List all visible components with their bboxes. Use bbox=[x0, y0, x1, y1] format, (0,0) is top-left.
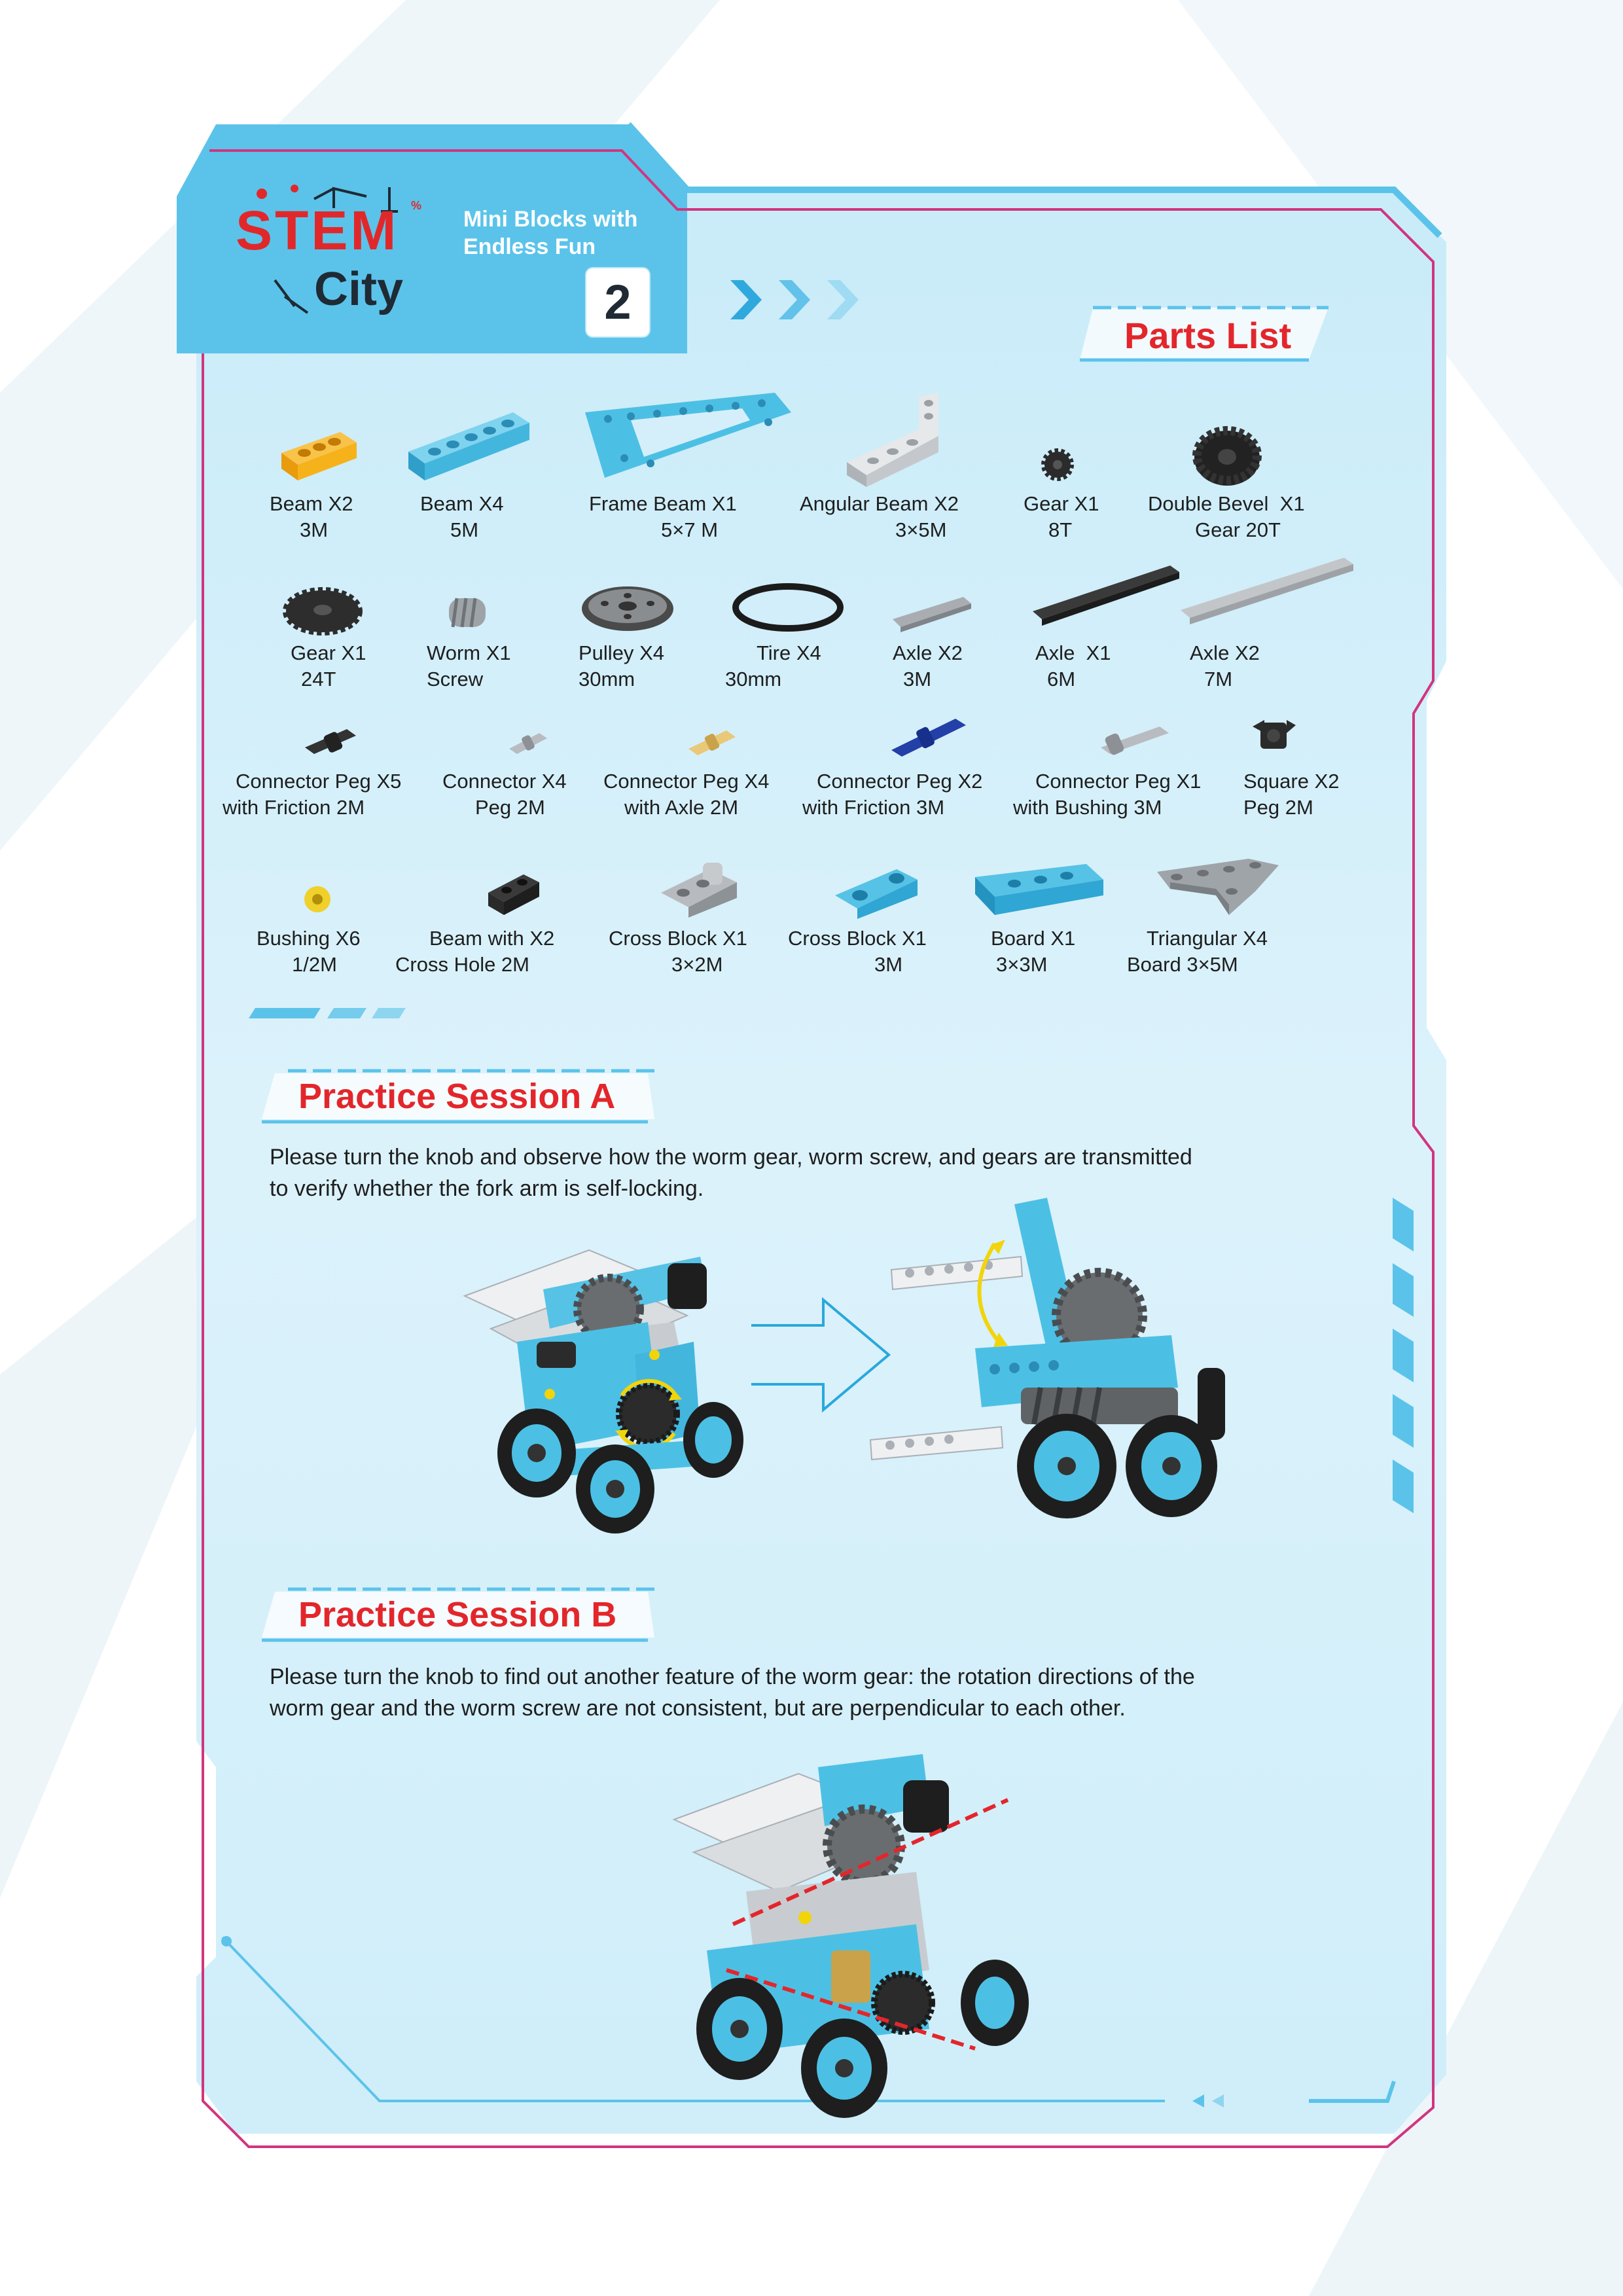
practice-session-a-text: Please turn the knob and observe how the… bbox=[270, 1145, 1192, 1201]
part-label-connector-peg-2m: Connector X4 Peg 2M bbox=[442, 770, 567, 819]
part-label-angular-beam: Angular Beam X2 3×5M bbox=[800, 492, 959, 541]
part-label-connector-peg-friction-2m: Connector Peg X5 with Friction 2M bbox=[223, 770, 402, 819]
part-label-connector-peg-friction-3m: Connector Peg X2 with Friction 3M bbox=[802, 770, 983, 819]
tagline-line-2: Endless Fun bbox=[463, 234, 596, 259]
logo-stem-text: STEM bbox=[236, 200, 399, 261]
practice-session-a-title: Practice Session A bbox=[298, 1077, 616, 1116]
practice-session-b-title: Practice Session B bbox=[298, 1595, 617, 1634]
cross-block-3m-icon bbox=[835, 869, 918, 919]
worm-screw-icon bbox=[449, 598, 486, 628]
part-label-bushing: Bushing X6 1/2M bbox=[257, 927, 361, 976]
pulley-icon bbox=[582, 586, 673, 631]
part-label-cross-block-3x2: Cross Block X1 3×2M bbox=[609, 927, 747, 976]
gear-24t-icon bbox=[283, 587, 363, 636]
double-bevel-gear-icon bbox=[1192, 426, 1262, 486]
part-label-beam-3m: Beam X2 3M bbox=[270, 492, 353, 541]
step-number: 2 bbox=[586, 268, 649, 336]
chevron-right-icon bbox=[827, 280, 859, 319]
transition-arrow-icon bbox=[751, 1297, 891, 1413]
part-label-board-3x3: Board X1 3×3M bbox=[991, 927, 1076, 976]
connector-peg-axle-icon bbox=[688, 730, 736, 755]
connector-peg-bushing-icon bbox=[1101, 726, 1169, 755]
beam-5m-blue-icon bbox=[408, 412, 529, 480]
part-label-axle-6m: Axle X1 6M bbox=[1035, 641, 1111, 691]
chevron-right-icon bbox=[730, 280, 762, 319]
tire-icon bbox=[732, 583, 844, 632]
angular-beam-icon bbox=[847, 393, 938, 487]
board-3x3-icon bbox=[975, 864, 1103, 915]
tagline: Mini Blocks with Endless Fun bbox=[463, 206, 637, 260]
chevron-right-icon bbox=[779, 280, 810, 319]
gear-8t-icon bbox=[1041, 448, 1074, 481]
part-label-tire: Tire X4 30mm bbox=[725, 641, 821, 691]
crane-icon bbox=[257, 185, 398, 314]
tagline-line-1: Mini Blocks with bbox=[463, 207, 638, 232]
part-label-connector-peg-axle: Connector Peg X4 with Axle 2M bbox=[603, 770, 770, 819]
stem-city-logo: STEM % City bbox=[236, 182, 432, 326]
logo-mark: % bbox=[411, 199, 422, 212]
part-label-triangular-board: Triangular X4 Board 3×5M bbox=[1127, 927, 1268, 976]
beam-3m-orange-icon bbox=[281, 432, 357, 480]
part-label-double-bevel-gear: Double Bevel X1 Gear 20T bbox=[1148, 492, 1305, 541]
vehicle-model-perpendicular-illustration bbox=[672, 1754, 1029, 2118]
connector-peg-2m-icon bbox=[509, 733, 547, 754]
beam-cross-hole-icon bbox=[488, 874, 539, 915]
part-label-gear-24t: Gear X1 24T bbox=[291, 641, 366, 691]
part-label-connector-peg-bushing: Connector Peg X1 with Bushing 3M bbox=[1013, 770, 1202, 819]
part-label-frame-beam: Frame Beam X1 5×7 M bbox=[589, 492, 737, 541]
triangular-board-icon bbox=[1157, 859, 1279, 915]
part-label-beam-5m: Beam X4 5M bbox=[420, 492, 504, 541]
frame-beam-icon bbox=[585, 393, 791, 478]
axle-3m-icon bbox=[893, 597, 971, 632]
connector-peg-friction-2m-icon bbox=[305, 729, 356, 754]
vehicle-model-after-illustration bbox=[869, 1198, 1225, 1518]
cross-block-3x2-icon bbox=[661, 863, 737, 918]
logo-city-text: City bbox=[314, 263, 404, 315]
part-label-worm-screw: Worm X1 Screw bbox=[427, 641, 511, 691]
parts-list-title: Parts List bbox=[1124, 315, 1292, 356]
part-label-gear-8t: Gear X1 8T bbox=[1024, 492, 1099, 541]
axle-6m-icon bbox=[1033, 565, 1179, 626]
axle-7m-icon bbox=[1181, 558, 1353, 624]
square-peg-icon bbox=[1253, 720, 1296, 749]
vehicle-model-before-illustration bbox=[463, 1249, 743, 1534]
connector-peg-friction-3m-icon bbox=[891, 719, 966, 757]
part-label-axle-7m: Axle X2 7M bbox=[1190, 641, 1260, 691]
part-label-axle-3m: Axle X2 3M bbox=[893, 641, 963, 691]
part-label-cross-block-3m: Cross Block X1 3M bbox=[788, 927, 927, 976]
part-label-square-peg: Square X2 Peg 2M bbox=[1243, 770, 1340, 819]
bushing-icon bbox=[304, 886, 330, 912]
part-label-pulley: Pulley X4 30mm bbox=[579, 641, 664, 691]
practice-session-b-text: Please turn the knob to find out another… bbox=[270, 1664, 1195, 1721]
part-label-beam-cross-hole: Beam with X2 Cross Hole 2M bbox=[395, 927, 555, 976]
